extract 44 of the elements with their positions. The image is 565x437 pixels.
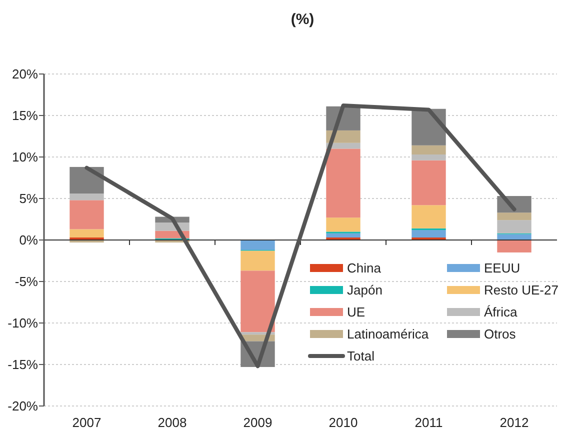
bar xyxy=(497,240,532,252)
legend-label: Otros xyxy=(484,326,516,342)
y-tick-label: -10% xyxy=(8,316,38,330)
legend-label: Resto UE-27 xyxy=(484,282,558,298)
x-tick-label: 2011 xyxy=(414,415,443,430)
legend-label: Latinoamérica xyxy=(347,326,430,342)
bar xyxy=(412,230,446,238)
bar xyxy=(326,148,360,218)
y-tick-label: -15% xyxy=(8,357,38,372)
y-tick-label: -5% xyxy=(14,274,38,289)
bar xyxy=(70,200,104,230)
bar xyxy=(497,234,532,240)
y-tick-label: 15% xyxy=(12,108,38,123)
bar xyxy=(240,250,275,271)
x-tick-label: 2010 xyxy=(328,415,358,430)
bar xyxy=(412,205,446,228)
y-tick-label: -20% xyxy=(8,398,38,414)
bar xyxy=(326,233,360,238)
bar xyxy=(412,154,446,160)
legend-label: Japón xyxy=(347,282,382,298)
legend-label: UE xyxy=(347,304,366,320)
y-tick-label: 20% xyxy=(12,66,38,82)
y-tick-label: 0% xyxy=(19,232,38,248)
bar xyxy=(70,194,104,200)
legend-label: África xyxy=(484,304,518,320)
legend-label: China xyxy=(347,260,382,276)
x-tick-label: 2007 xyxy=(72,415,102,430)
bar xyxy=(240,270,275,332)
bar xyxy=(412,160,446,206)
legend-label: Total xyxy=(347,348,375,364)
bar xyxy=(497,212,532,220)
legend-label: EEUU xyxy=(484,260,520,276)
y-tick-label: 10% xyxy=(12,150,38,164)
bar xyxy=(326,218,360,232)
bar xyxy=(412,145,446,155)
x-tick-label: 2008 xyxy=(158,415,187,430)
x-tick-label: 2012 xyxy=(500,415,529,430)
bar xyxy=(70,229,104,238)
bar xyxy=(70,166,104,194)
x-tick-label: 2009 xyxy=(243,415,272,430)
bar xyxy=(240,240,275,250)
chart-title: (%) xyxy=(290,11,314,28)
y-tick-label: 5% xyxy=(19,191,38,206)
bar xyxy=(497,220,532,234)
